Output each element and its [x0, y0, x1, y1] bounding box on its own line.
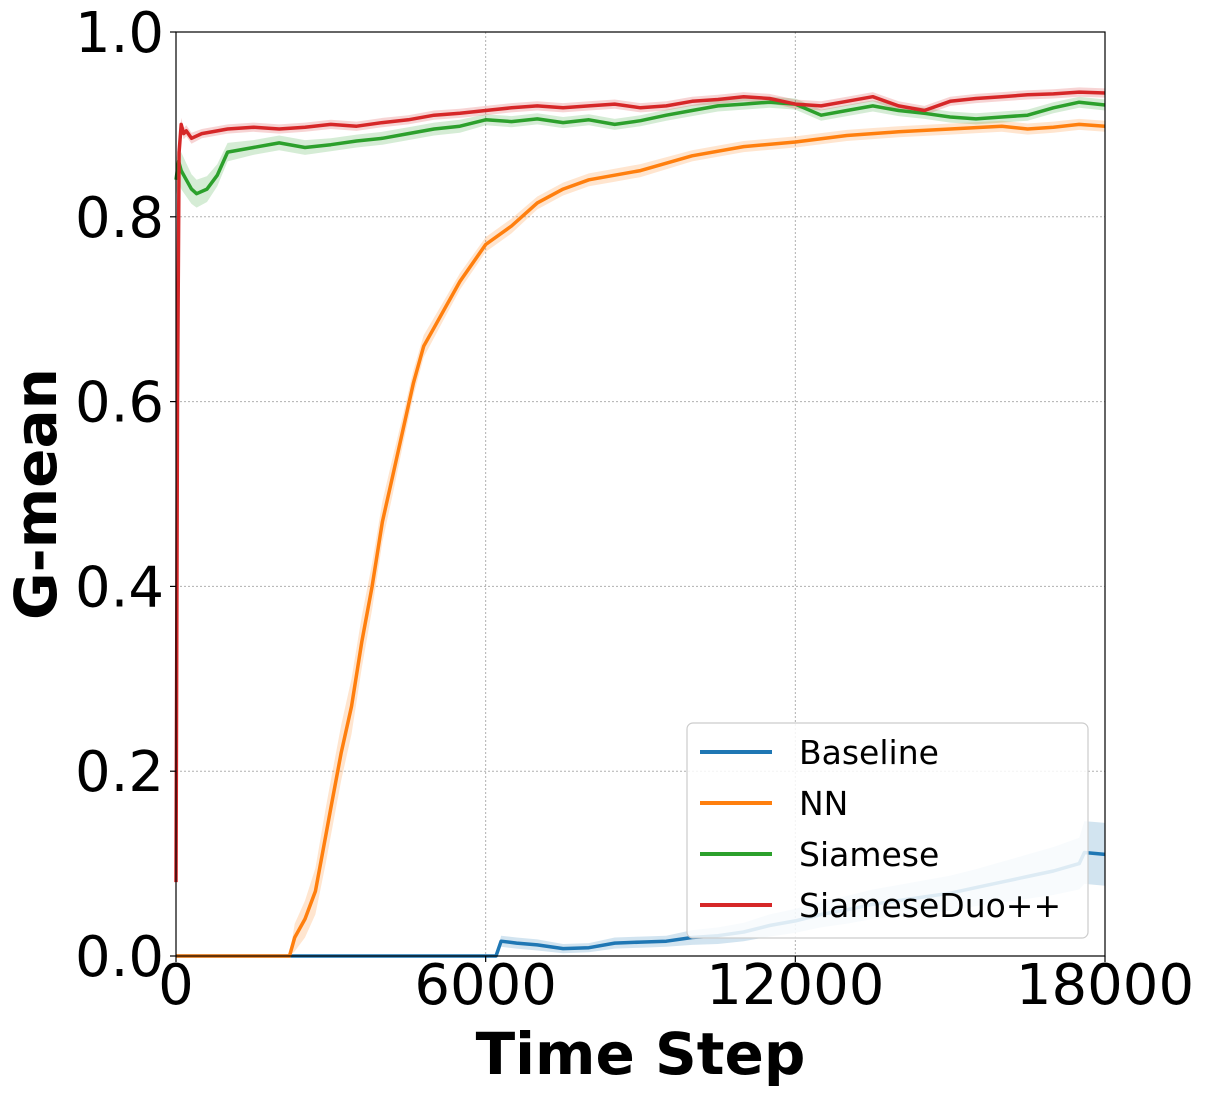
- x-tick-label: 12000: [706, 953, 884, 1018]
- line-series-3: [174, 90, 1106, 883]
- y-axis-title: G-mean: [2, 368, 70, 620]
- y-tick-label: 0.8: [75, 186, 164, 251]
- grid: [176, 32, 1105, 956]
- x-axis-title: Time Step: [476, 1020, 806, 1088]
- x-tick-label: 0: [158, 953, 194, 1018]
- y-tick-label: 0.2: [75, 740, 164, 805]
- legend-label-2: Siamese: [799, 835, 939, 874]
- plot-frame: [175, 31, 1106, 957]
- line-series-1: [176, 122, 1106, 958]
- y-tick-label: 1.0: [75, 1, 164, 66]
- y-tick-label: 0.6: [75, 371, 164, 436]
- line-series-2: [174, 100, 1106, 196]
- legend-label-0: Baseline: [799, 733, 939, 772]
- legend-label-1: NN: [799, 784, 848, 823]
- y-tick-label: 0.4: [75, 555, 164, 620]
- x-tick-label: 18000: [1016, 953, 1194, 1018]
- axis-ticks: 0 6000 12000 18000 0.0 0.2 0.4 0.6 0.8 1.0: [75, 1, 1194, 1018]
- legend-box: [686, 722, 1089, 939]
- legend: Baseline NN Siamese SiameseDuo++: [686, 722, 1089, 939]
- legend-label-3: SiameseDuo++: [799, 886, 1061, 925]
- x-tick-label: 6000: [414, 953, 557, 1018]
- band-series-2: [176, 96, 1105, 208]
- y-tick-label: 0.0: [75, 925, 164, 990]
